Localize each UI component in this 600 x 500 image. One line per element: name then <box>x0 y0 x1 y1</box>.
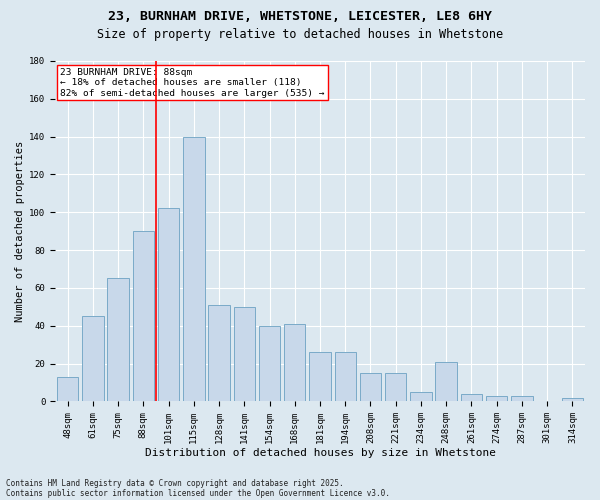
Text: 23, BURNHAM DRIVE, WHETSTONE, LEICESTER, LE8 6HY: 23, BURNHAM DRIVE, WHETSTONE, LEICESTER,… <box>108 10 492 23</box>
Text: Size of property relative to detached houses in Whetstone: Size of property relative to detached ho… <box>97 28 503 41</box>
Bar <box>486 396 508 402</box>
Bar <box>461 394 482 402</box>
Text: 23 BURNHAM DRIVE: 88sqm
← 18% of detached houses are smaller (118)
82% of semi-d: 23 BURNHAM DRIVE: 88sqm ← 18% of detache… <box>61 68 325 98</box>
Bar <box>360 373 381 402</box>
Bar <box>309 352 331 402</box>
Text: Contains HM Land Registry data © Crown copyright and database right 2025.: Contains HM Land Registry data © Crown c… <box>6 478 344 488</box>
Bar <box>335 352 356 402</box>
X-axis label: Distribution of detached houses by size in Whetstone: Distribution of detached houses by size … <box>145 448 496 458</box>
Bar <box>562 398 583 402</box>
Bar <box>107 278 129 402</box>
Bar <box>436 362 457 402</box>
Bar <box>233 307 255 402</box>
Bar <box>183 136 205 402</box>
Bar <box>410 392 431 402</box>
Bar <box>385 373 406 402</box>
Bar <box>158 208 179 402</box>
Text: Contains public sector information licensed under the Open Government Licence v3: Contains public sector information licen… <box>6 488 390 498</box>
Bar <box>57 377 79 402</box>
Bar <box>511 396 533 402</box>
Bar <box>208 305 230 402</box>
Y-axis label: Number of detached properties: Number of detached properties <box>15 140 25 322</box>
Bar <box>133 231 154 402</box>
Bar <box>82 316 104 402</box>
Bar <box>259 326 280 402</box>
Bar <box>284 324 305 402</box>
